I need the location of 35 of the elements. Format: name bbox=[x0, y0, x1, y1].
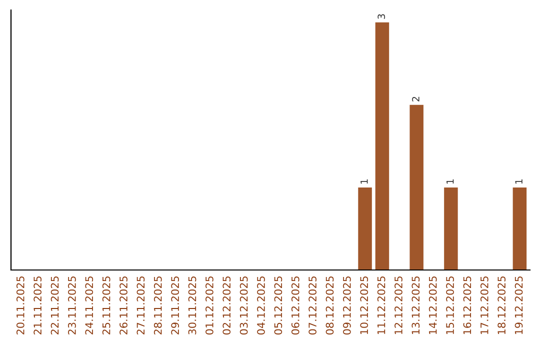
x-tick-label: 09.12.2025 bbox=[342, 276, 351, 335]
x-tick-label: 27.11.2025 bbox=[136, 276, 145, 334]
x-tick-label: 04.12.2025 bbox=[257, 276, 265, 335]
x-tick-label: 05.12.2025 bbox=[274, 276, 282, 335]
data-label: 3 bbox=[378, 14, 386, 19]
x-tick-label: 06.12.2025 bbox=[291, 276, 300, 335]
x-tick-label: 12.12.2025 bbox=[394, 276, 402, 334]
x-tick-label: 15.12.2025 bbox=[446, 276, 454, 334]
x-tick-label: 19.12.2025 bbox=[514, 276, 523, 334]
x-tick-label: 22.11.2025 bbox=[50, 276, 59, 334]
x-tick-label: 11.12.2025 bbox=[377, 276, 386, 334]
x-tick-label: 20.11.2025 bbox=[16, 276, 24, 334]
x-tick-label: 18.12.2025 bbox=[498, 276, 506, 334]
x-tick-label: 14.12.2025 bbox=[428, 276, 437, 334]
x-tick-label: 24.11.2025 bbox=[85, 276, 94, 334]
x-tick-label: 28.11.2025 bbox=[154, 276, 162, 334]
data-label: 2 bbox=[412, 96, 420, 102]
data-label: 1 bbox=[360, 179, 368, 184]
x-tick-label: 07.12.2025 bbox=[308, 276, 316, 335]
x-tick-label: 02.12.2025 bbox=[222, 276, 231, 335]
x-tick-label: 08.12.2025 bbox=[326, 276, 334, 335]
x-tick-label: 13.12.2025 bbox=[412, 276, 420, 334]
x-tick-label: 10.12.2025 bbox=[360, 276, 368, 334]
x-tick-label: 29.11.2025 bbox=[171, 276, 180, 334]
x-tick-label: 03.12.2025 bbox=[240, 276, 248, 335]
data-label: 1 bbox=[446, 179, 454, 184]
x-tick-label: 16.12.2025 bbox=[463, 276, 472, 334]
x-tick-label: 25.11.2025 bbox=[102, 276, 110, 334]
x-tick-label: 23.11.2025 bbox=[68, 276, 76, 334]
x-tick-label: 01.12.2025 bbox=[205, 276, 214, 335]
data-label: 1 bbox=[515, 179, 522, 184]
x-tick-label: 17.12.2025 bbox=[480, 276, 488, 334]
x-tick-label: 21.11.2025 bbox=[34, 276, 42, 334]
x-tick-label: 30.11.2025 bbox=[188, 276, 196, 334]
x-tick-label: 26.11.2025 bbox=[120, 276, 128, 334]
